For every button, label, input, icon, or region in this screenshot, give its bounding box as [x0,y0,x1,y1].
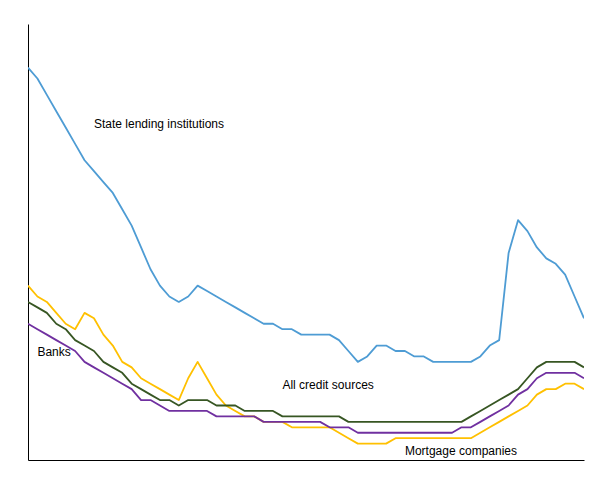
series-line [28,286,584,444]
annotation: Banks [37,345,70,359]
axis-line [29,460,585,461]
annotation: Mortgage companies [405,444,517,458]
x-axis [29,460,585,461]
annotation: All credit sources [282,378,373,392]
axis-line [28,25,29,461]
y-axis [28,25,29,461]
chart: State lending institutions Banks All credi… [0,0,608,488]
lines [28,68,584,444]
series-line [28,68,584,362]
annotation: State lending institutions [94,117,224,131]
annotations: State lending institutions Banks All credi… [37,117,517,458]
series-line [28,302,584,422]
plot-area: State lending institutions Banks All credi… [28,25,585,461]
